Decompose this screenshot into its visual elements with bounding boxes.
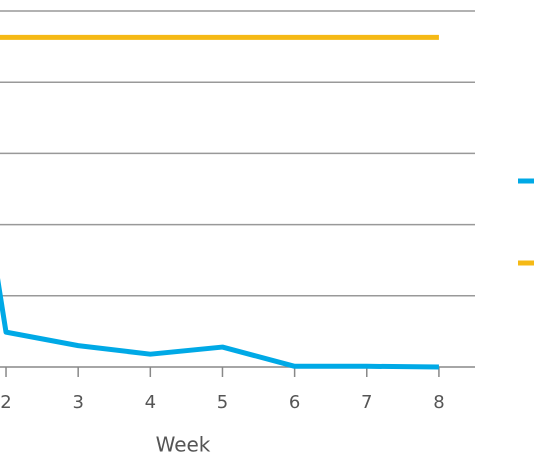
x-tick-label: 5 [217,392,228,413]
x-tick-label: 4 [145,392,156,413]
x-axis-label: Week [156,433,211,457]
x-tick-label: 8 [433,392,444,413]
x-tick-label: 3 [72,392,83,413]
x-tick-label: 6 [289,392,300,413]
series-line [0,278,439,370]
x-tick-label: 7 [361,392,372,413]
plot-area [0,34,439,370]
x-tick-label: 2 [0,392,11,413]
